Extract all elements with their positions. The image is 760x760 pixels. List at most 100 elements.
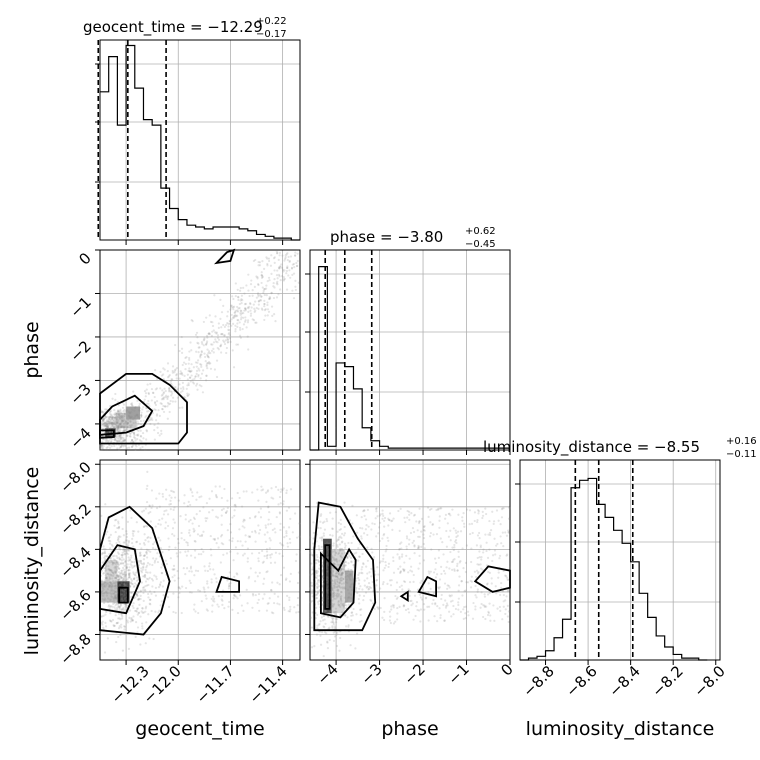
sample-point <box>259 507 262 510</box>
sample-point <box>335 592 338 595</box>
sample-point <box>217 322 220 325</box>
sample-point <box>477 510 481 513</box>
sample-point <box>133 416 136 420</box>
sample-point <box>183 538 186 542</box>
sample-point <box>270 589 273 592</box>
sample-point <box>123 411 126 414</box>
sample-point <box>507 610 511 613</box>
sample-point <box>111 555 115 558</box>
sample-point <box>111 592 114 595</box>
sample-point <box>248 305 251 308</box>
sample-point <box>157 422 160 425</box>
sample-point <box>130 415 133 418</box>
sample-point <box>230 306 233 309</box>
y-tick-label: −8.6 <box>56 586 94 624</box>
sample-point <box>140 414 143 417</box>
sample-point <box>110 598 113 601</box>
sample-point <box>236 325 239 328</box>
sample-point <box>164 405 167 408</box>
sample-point <box>124 559 127 563</box>
sample-point <box>334 627 337 630</box>
sample-point <box>231 316 235 319</box>
sample-point <box>116 575 120 578</box>
sample-point <box>341 540 344 543</box>
sample-point <box>112 579 115 583</box>
sample-point <box>109 416 112 419</box>
sample-point <box>227 340 230 343</box>
sample-point <box>123 584 126 587</box>
sample-point <box>246 557 249 560</box>
sample-point <box>310 626 314 629</box>
sample-point <box>130 618 133 621</box>
sample-point <box>119 535 122 538</box>
sample-point <box>206 609 209 612</box>
sample-point <box>123 550 126 553</box>
sample-point <box>147 391 150 395</box>
sample-point <box>257 260 260 264</box>
sample-point <box>199 363 202 366</box>
sample-point <box>116 568 119 571</box>
sample-point <box>343 542 347 545</box>
sample-point <box>288 259 291 263</box>
y-tick-label: −8.4 <box>56 543 94 581</box>
sample-point <box>373 522 376 526</box>
sample-point <box>234 324 237 327</box>
sample-point <box>140 415 143 419</box>
sample-point <box>121 566 125 569</box>
sample-point <box>107 564 110 568</box>
sample-point <box>334 552 337 555</box>
sample-point <box>345 600 348 603</box>
sample-point <box>114 519 117 522</box>
sample-point <box>480 602 483 606</box>
sample-point <box>456 564 459 568</box>
sample-point <box>436 620 439 623</box>
sample-point <box>341 549 344 552</box>
sample-point <box>326 586 329 589</box>
sample-point <box>277 503 280 506</box>
sample-point <box>440 597 443 601</box>
sample-point <box>504 612 507 616</box>
sample-point <box>104 567 107 570</box>
sample-point <box>448 512 451 515</box>
sample-point <box>199 534 202 537</box>
density-contour <box>99 544 141 615</box>
sample-point <box>251 491 254 494</box>
sample-point <box>316 624 319 627</box>
sample-point <box>330 551 333 555</box>
sample-point <box>334 575 338 578</box>
sample-point <box>147 512 150 515</box>
sample-point <box>349 556 353 559</box>
sample-point <box>244 316 247 319</box>
sample-point <box>326 570 329 573</box>
sample-point <box>220 514 223 517</box>
sample-point <box>382 514 385 517</box>
sample-point <box>133 406 137 409</box>
sample-point <box>101 585 104 588</box>
sample-point <box>256 292 260 295</box>
sample-point <box>215 542 218 545</box>
sample-point <box>262 289 265 293</box>
x-tick-labels-luminosity-distance: −8.8 −8.6 −8.4 −8.2 −8.0 <box>519 662 728 700</box>
sample-point <box>269 297 272 300</box>
sample-point <box>119 423 122 427</box>
sample-point <box>242 609 245 612</box>
sample-point <box>140 411 143 414</box>
sample-point <box>456 562 459 565</box>
sample-point <box>501 531 504 534</box>
sample-point <box>449 600 453 603</box>
sample-point <box>230 313 233 317</box>
sample-point <box>267 276 271 279</box>
sample-point <box>340 573 343 576</box>
sample-point <box>141 445 144 449</box>
sample-point <box>316 583 319 586</box>
sample-point <box>103 417 106 420</box>
sample-point <box>126 425 129 429</box>
sample-point <box>113 420 117 423</box>
sample-point <box>407 571 410 574</box>
sample-point <box>480 558 483 561</box>
sample-point <box>358 594 361 597</box>
sample-point <box>444 513 448 516</box>
sample-point <box>145 566 148 569</box>
sample-point <box>109 427 112 430</box>
sample-point <box>120 580 124 583</box>
